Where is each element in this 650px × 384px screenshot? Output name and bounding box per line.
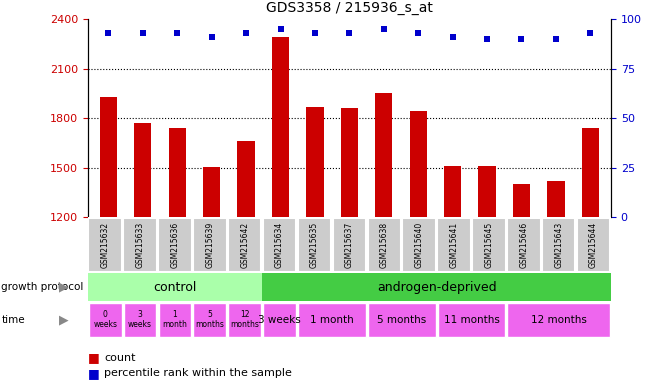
Text: 1
month: 1 month	[162, 310, 187, 329]
Text: 12
months: 12 months	[230, 310, 259, 329]
Bar	[159, 303, 191, 337]
Text: GSM215633: GSM215633	[136, 222, 144, 268]
Bar	[341, 108, 358, 217]
Text: GSM215637: GSM215637	[345, 222, 354, 268]
Text: GSM215641: GSM215641	[450, 222, 458, 268]
Bar	[368, 303, 436, 337]
Bar	[367, 217, 401, 272]
Text: GSM215635: GSM215635	[310, 222, 319, 268]
Bar	[193, 217, 227, 272]
Bar	[333, 217, 366, 272]
Text: GSM215646: GSM215646	[519, 222, 528, 268]
Text: ▶: ▶	[59, 313, 68, 326]
Point	[172, 30, 183, 36]
Text: 1 month: 1 month	[310, 314, 354, 325]
Point	[241, 30, 252, 36]
Point	[103, 30, 114, 36]
Bar	[542, 217, 575, 272]
Text: GSM215634: GSM215634	[275, 222, 284, 268]
Bar	[237, 141, 255, 217]
Title: GDS3358 / 215936_s_at: GDS3358 / 215936_s_at	[266, 2, 433, 15]
Point	[413, 30, 423, 36]
Text: 12 months: 12 months	[531, 314, 586, 325]
Text: 11 months: 11 months	[443, 314, 499, 325]
Bar	[263, 217, 296, 272]
Bar	[444, 166, 462, 217]
Bar	[134, 123, 151, 217]
Bar	[100, 97, 117, 217]
Text: 3 weeks: 3 weeks	[258, 314, 301, 325]
Bar	[547, 181, 565, 217]
Bar	[582, 128, 599, 217]
Text: 5
months: 5 months	[196, 310, 224, 329]
Bar	[507, 217, 541, 272]
Bar	[437, 303, 505, 337]
Bar	[472, 217, 506, 272]
Text: count: count	[104, 353, 135, 363]
Bar	[478, 166, 496, 217]
Point	[310, 30, 320, 36]
Bar	[508, 303, 610, 337]
Text: GSM215639: GSM215639	[205, 222, 214, 268]
Text: androgen-deprived: androgen-deprived	[377, 281, 497, 293]
Text: GSM215642: GSM215642	[240, 222, 249, 268]
Bar	[124, 217, 157, 272]
Text: ■: ■	[88, 351, 103, 364]
Bar	[437, 217, 471, 272]
Point	[344, 30, 355, 36]
Bar	[124, 303, 157, 337]
Text: ▶: ▶	[59, 281, 68, 293]
Point	[207, 34, 217, 40]
Bar	[89, 303, 122, 337]
Text: growth protocol: growth protocol	[1, 282, 84, 292]
Text: GSM215632: GSM215632	[101, 222, 110, 268]
Point	[447, 34, 458, 40]
Text: ■: ■	[88, 367, 103, 380]
Text: GSM215640: GSM215640	[415, 222, 424, 268]
Bar	[203, 167, 220, 217]
Point	[482, 36, 492, 42]
Bar	[228, 303, 261, 337]
Bar	[513, 184, 530, 217]
Bar	[272, 37, 289, 217]
Point	[138, 30, 148, 36]
Bar	[298, 303, 366, 337]
Bar	[158, 217, 192, 272]
Text: GSM215636: GSM215636	[170, 222, 179, 268]
Bar	[577, 217, 610, 272]
Point	[276, 26, 286, 32]
Text: percentile rank within the sample: percentile rank within the sample	[104, 368, 292, 378]
Bar	[306, 106, 324, 217]
Bar	[88, 273, 262, 301]
Text: 3
weeks: 3 weeks	[128, 310, 152, 329]
Point	[378, 26, 389, 32]
Bar	[263, 303, 296, 337]
Text: GSM215645: GSM215645	[484, 222, 493, 268]
Text: GSM215638: GSM215638	[380, 222, 389, 268]
Bar	[298, 217, 332, 272]
Text: control: control	[153, 281, 197, 293]
Text: GSM215644: GSM215644	[589, 222, 598, 268]
Text: 5 months: 5 months	[377, 314, 426, 325]
Bar	[262, 273, 611, 301]
Text: time: time	[1, 314, 25, 325]
Bar	[88, 217, 122, 272]
Point	[516, 36, 526, 42]
Bar	[194, 303, 226, 337]
Text: GSM215643: GSM215643	[554, 222, 563, 268]
Point	[551, 36, 561, 42]
Text: 0
weeks: 0 weeks	[93, 310, 117, 329]
Bar	[228, 217, 261, 272]
Point	[585, 30, 595, 36]
Bar	[375, 93, 393, 217]
Bar	[410, 111, 427, 217]
Bar	[402, 217, 436, 272]
Bar	[168, 128, 186, 217]
